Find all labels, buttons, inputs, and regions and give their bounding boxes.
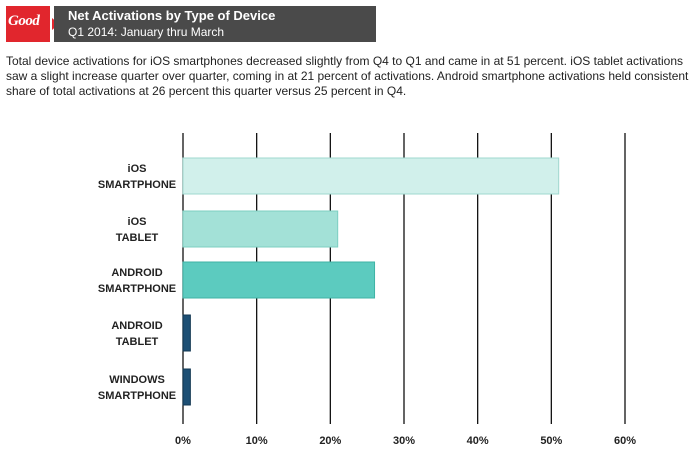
category-label-android-tablet: ANDROID TABLET	[111, 320, 162, 348]
bar-android-tablet	[182, 314, 191, 352]
tick-label-60: 60%	[614, 435, 636, 447]
good-logo: Good	[6, 6, 59, 42]
chart-subtitle: Q1 2014: January thru March	[68, 25, 225, 39]
bar-ios-tablet	[182, 210, 339, 248]
chart-bars	[182, 157, 560, 406]
tick-label-0: 0%	[175, 435, 191, 447]
tick-label-30: 30%	[393, 435, 415, 447]
tick-label-20: 20%	[319, 435, 341, 447]
bar-windows-smartphone	[182, 368, 191, 406]
tick-label-50: 50%	[540, 435, 562, 447]
header: Good Net Activations by Type of Device Q…	[6, 6, 376, 42]
category-labels: iOS SMARTPHONE iOS TABLET ANDROID SMARTPHONE A…	[98, 163, 176, 402]
tick-label-40: 40%	[467, 435, 489, 447]
category-label-ios-tablet: iOS TABLET	[116, 216, 159, 244]
category-label-ios-smartphone: iOS SMARTPHONE	[98, 163, 176, 191]
x-axis-tick-labels: 0% 10% 20% 30% 40% 50% 60%	[175, 435, 636, 447]
description-text: Total device activations for iOS smartph…	[6, 54, 689, 98]
category-label-android-smartphone: ANDROID SMARTPHONE	[98, 267, 176, 295]
tick-label-10: 10%	[246, 435, 268, 447]
category-label-windows-smartphone: WINDOWS SMARTPHONE	[98, 374, 176, 402]
bar-chart: iOS SMARTPHONE iOS TABLET ANDROID SMARTPHONE A…	[98, 133, 636, 447]
bar-android-smartphone	[182, 261, 376, 299]
bar-ios-smartphone	[182, 157, 560, 195]
chart-title: Net Activations by Type of Device	[68, 8, 276, 23]
title-box: Net Activations by Type of Device Q1 201…	[54, 6, 376, 42]
